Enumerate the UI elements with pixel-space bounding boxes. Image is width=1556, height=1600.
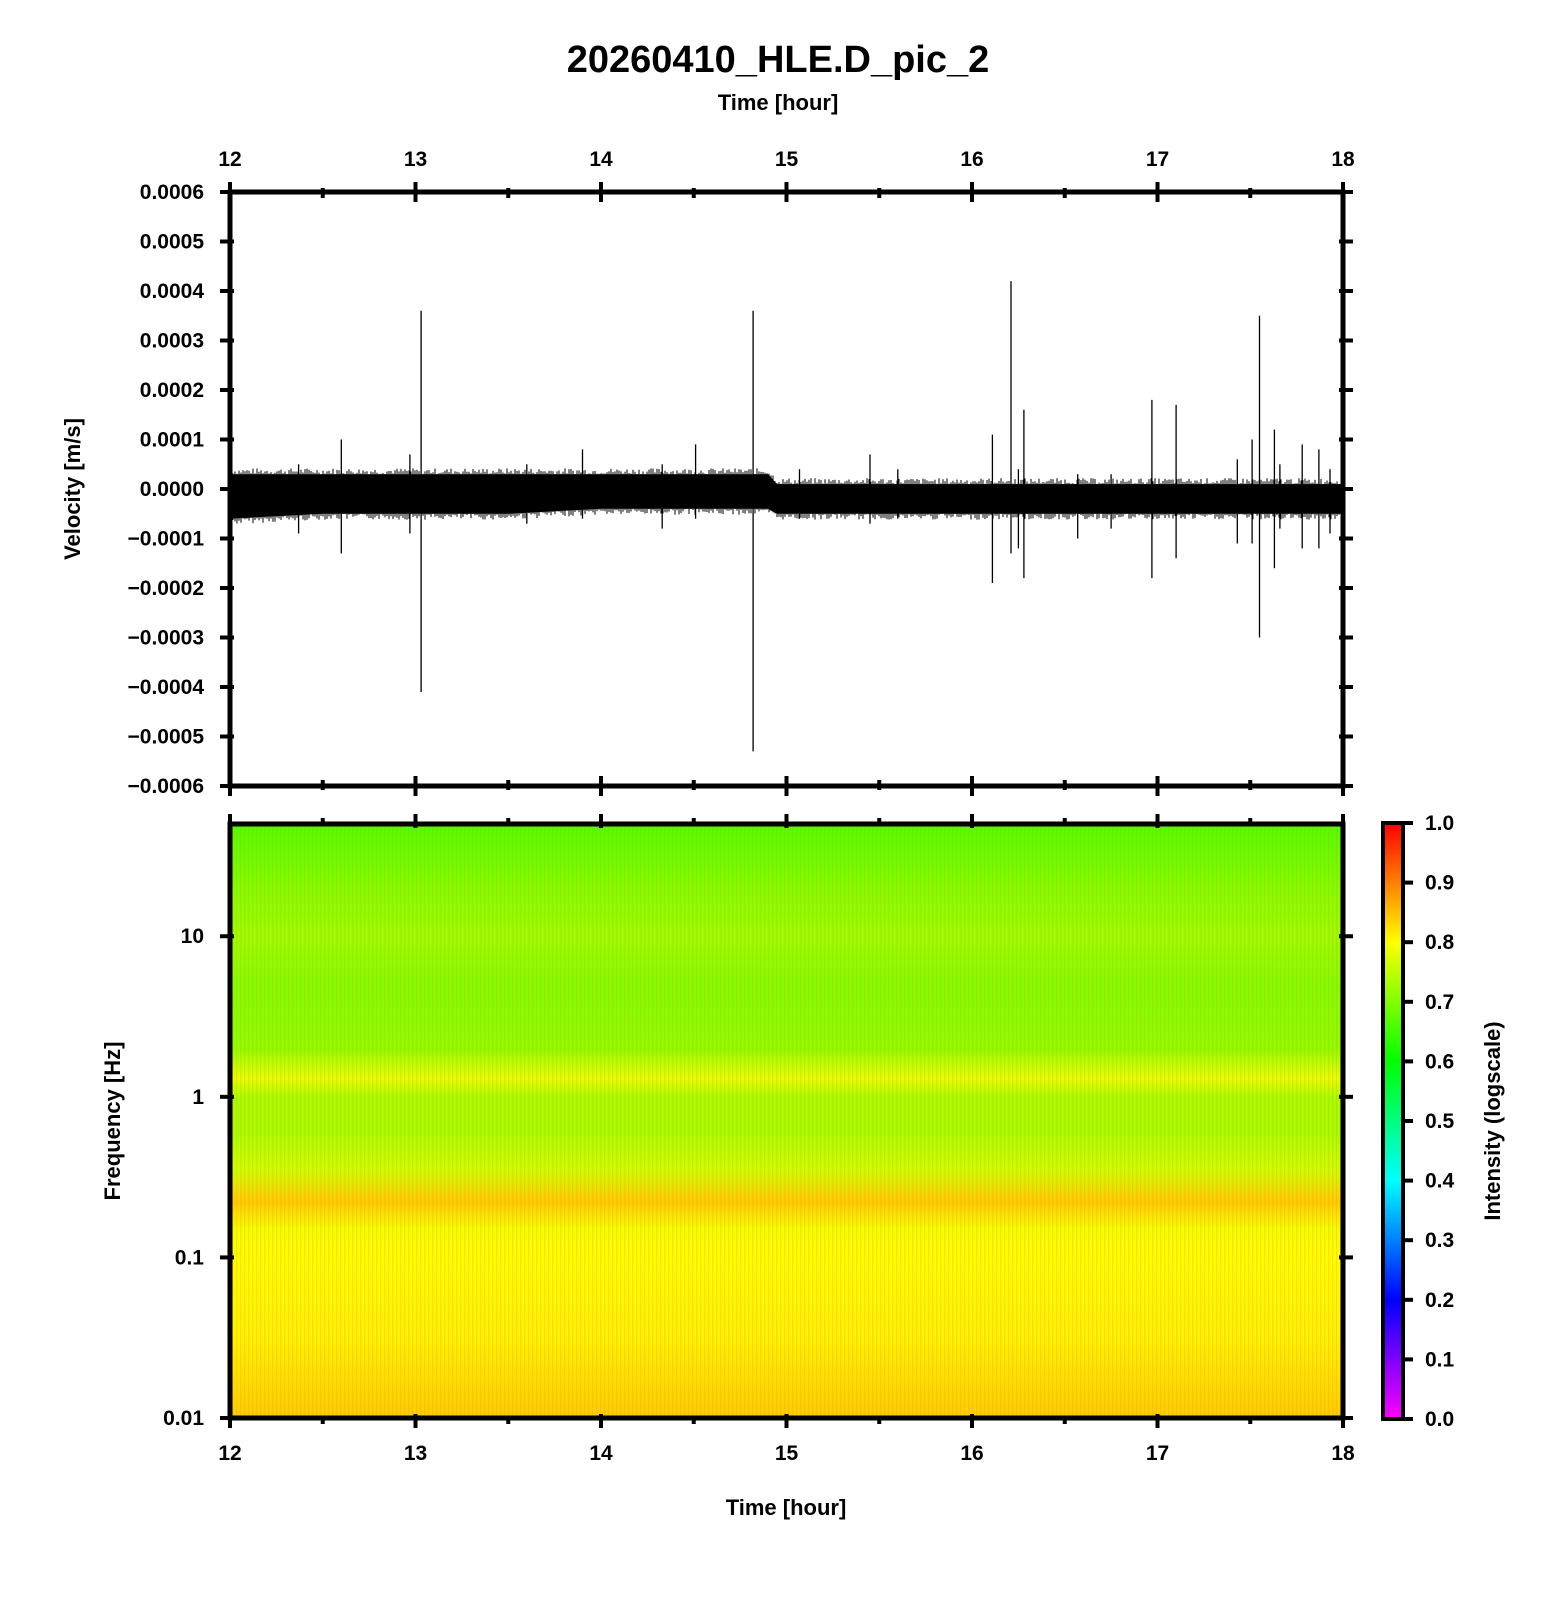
colorbar-tick-label: 0.3 [1425, 1229, 1454, 1252]
waveform-y-axis-label: Velocity [m/s] [60, 418, 85, 560]
waveform-ticks: 12 13 14 15 16 17 18 0.0006 0.0005 0.0004 0.0003 0.… [128, 148, 1355, 798]
bottom-x-tick-label: 13 [404, 1442, 427, 1465]
colorbar-scale [1381, 821, 1405, 1421]
colorbar-tick-label: 0.0 [1425, 1408, 1454, 1431]
top-x-tick-label: 17 [1146, 148, 1169, 171]
bottom-x-tick-label: 16 [960, 1442, 983, 1465]
colorbar-tick-label: 0.5 [1425, 1110, 1455, 1133]
waveform-y-tick-label: 0.0002 [140, 379, 204, 402]
top-x-tick-label: 18 [1331, 148, 1355, 171]
colorbar-tick-label: 0.1 [1425, 1348, 1455, 1371]
waveform-y-tick-label: −0.0005 [128, 726, 205, 749]
bottom-x-tick-label: 14 [589, 1442, 613, 1465]
waveform-y-tick-label: −0.0003 [128, 627, 205, 650]
colorbar-tick-label: 0.4 [1425, 1170, 1455, 1193]
spectrogram-y-tick-label: 0.01 [163, 1407, 204, 1430]
waveform-y-tick-label: 0.0004 [140, 280, 205, 303]
chart-title: 20260410_HLE.D_pic_2 [567, 39, 990, 81]
colorbar-tick-label: 0.2 [1425, 1289, 1454, 1312]
waveform-frame [227, 189, 1346, 789]
waveform-y-tick-label: 0.0001 [140, 429, 205, 452]
colorbar-tick-label: 1.0 [1425, 812, 1454, 835]
waveform-y-tick-label: −0.0001 [128, 528, 205, 551]
colorbar-tick-label: 0.7 [1425, 991, 1454, 1014]
colorbar-tick-label: 0.9 [1425, 872, 1454, 895]
spectrogram-frame [227, 821, 1346, 1421]
waveform-y-tick-label: 0.0005 [140, 231, 205, 254]
top-x-tick-label: 16 [960, 148, 983, 171]
waveform-y-tick-label: 0.0003 [140, 330, 204, 353]
waveform-panel: 12 13 14 15 16 17 18 0.0006 0.0005 0.0004 0.0003 0.… [60, 148, 1355, 798]
bottom-x-axis-label: Time [hour] [726, 1495, 847, 1520]
waveform-y-tick-label: 0.0006 [140, 181, 204, 204]
waveform-y-tick-label: −0.0006 [128, 775, 205, 798]
colorbar-label: Intensity (logscale) [1480, 1021, 1505, 1220]
top-x-tick-label: 12 [218, 148, 241, 171]
spectrogram-texture [230, 824, 1343, 1418]
bottom-x-tick-label: 18 [1331, 1442, 1355, 1465]
bottom-x-tick-label: 12 [218, 1442, 241, 1465]
spectrogram-y-axis-label: Frequency [Hz] [100, 1042, 125, 1201]
colorbar-tick-label: 0.8 [1425, 931, 1455, 954]
colorbar-ticks: 0.0 0.1 0.2 0.3 0.4 0.5 0.6 0.7 0.8 0.9 1.0 [1403, 812, 1455, 1431]
bottom-x-tick-label: 15 [775, 1442, 799, 1465]
bottom-x-tick-label: 17 [1146, 1442, 1169, 1465]
spectrogram-y-tick-label: 10 [181, 925, 204, 948]
spectrogram-y-tick-label: 0.1 [175, 1246, 205, 1269]
spectrogram-y-tick-label: 1 [192, 1086, 204, 1109]
waveform-y-tick-label: 0.0000 [140, 478, 204, 501]
waveform-y-tick-label: −0.0004 [128, 676, 205, 699]
waveform-y-tick-label: −0.0002 [128, 577, 205, 600]
top-x-tick-label: 13 [404, 148, 427, 171]
top-x-tick-label: 14 [589, 148, 613, 171]
top-x-tick-label: 15 [775, 148, 799, 171]
colorbar-tick-label: 0.6 [1425, 1050, 1454, 1073]
top-x-axis-label: Time [hour] [718, 90, 839, 115]
colorbar: 0.0 0.1 0.2 0.3 0.4 0.5 0.6 0.7 0.8 0.9 1.0 Intens… [1381, 812, 1505, 1431]
waveform-plot-area [230, 281, 1343, 752]
